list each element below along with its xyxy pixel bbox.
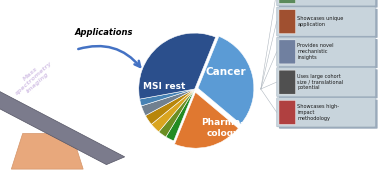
Polygon shape <box>11 134 83 169</box>
FancyBboxPatch shape <box>279 9 378 38</box>
Text: Showcases high-
impact
methodology: Showcases high- impact methodology <box>297 104 339 121</box>
FancyBboxPatch shape <box>279 69 378 98</box>
FancyBboxPatch shape <box>277 37 375 66</box>
Text: Provides novel
mechanistic
insights: Provides novel mechanistic insights <box>297 43 334 60</box>
Text: MSI rest: MSI rest <box>143 82 185 91</box>
FancyBboxPatch shape <box>279 40 296 64</box>
FancyBboxPatch shape <box>279 0 296 3</box>
FancyBboxPatch shape <box>279 100 378 129</box>
Wedge shape <box>139 89 195 106</box>
Text: Mass
spectrometry
imaging: Mass spectrometry imaging <box>11 56 57 100</box>
Text: Applications: Applications <box>75 28 133 36</box>
Text: Cancer: Cancer <box>205 67 246 77</box>
FancyBboxPatch shape <box>279 100 296 124</box>
FancyBboxPatch shape <box>279 0 378 8</box>
Wedge shape <box>198 36 254 124</box>
Wedge shape <box>141 89 195 116</box>
Wedge shape <box>151 89 195 132</box>
FancyBboxPatch shape <box>277 98 375 127</box>
Text: Pharma-
cology: Pharma- cology <box>201 119 244 138</box>
Wedge shape <box>146 89 195 124</box>
FancyBboxPatch shape <box>279 39 378 68</box>
Text: Showcases unique
application: Showcases unique application <box>297 16 344 27</box>
FancyBboxPatch shape <box>277 7 375 36</box>
FancyBboxPatch shape <box>279 70 296 94</box>
Wedge shape <box>139 33 215 99</box>
FancyBboxPatch shape <box>277 0 375 6</box>
Wedge shape <box>166 89 195 141</box>
Wedge shape <box>159 89 195 137</box>
FancyBboxPatch shape <box>277 67 375 97</box>
Text: Uses large cohort
size / translational
potential: Uses large cohort size / translational p… <box>297 74 344 90</box>
FancyBboxPatch shape <box>279 10 296 34</box>
Polygon shape <box>0 77 125 165</box>
Wedge shape <box>175 92 239 148</box>
